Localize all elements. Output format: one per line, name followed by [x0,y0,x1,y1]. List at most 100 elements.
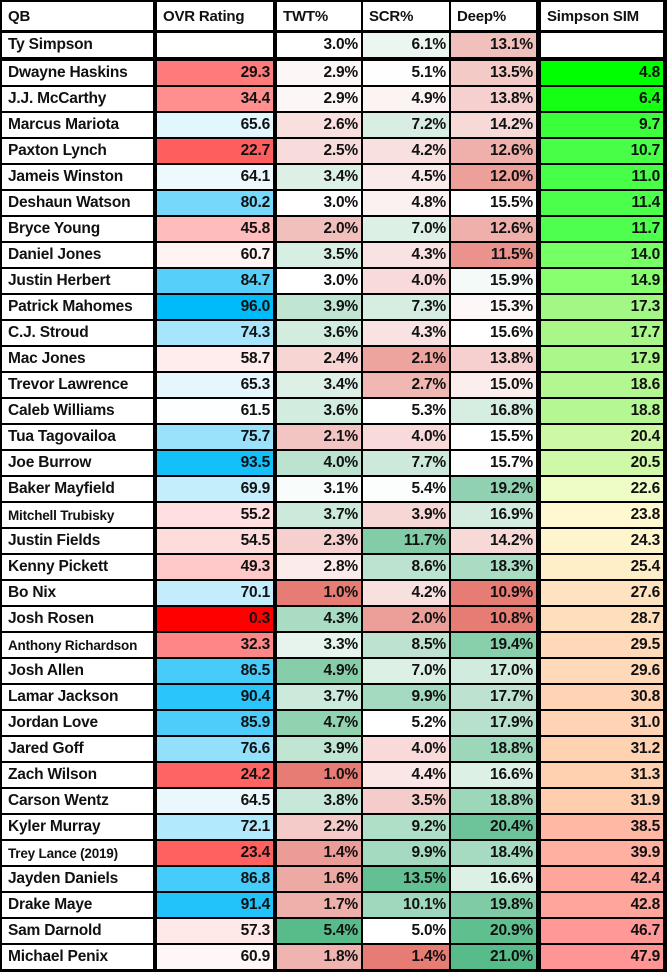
reference-ovr [157,33,273,57]
ovr-rating-cell: 96.0 [157,295,273,319]
ovr-rating-cell: 58.7 [157,347,273,371]
qb-name-cell: Lamar Jackson [2,685,153,709]
simpson-sim-cell: 31.3 [541,763,663,787]
twt-pct-cell: 2.2% [277,815,361,839]
table-row: Mac Jones 58.7 2.4% 2.1% 13.8% 17.9 [0,347,667,371]
table-row: Sam Darnold 57.3 5.4% 5.0% 20.9% 46.7 [0,919,667,943]
twt-pct-cell: 4.7% [277,711,361,735]
twt-pct-cell: 3.0% [277,269,361,293]
twt-pct-cell: 2.9% [277,87,361,111]
simpson-sim-cell: 24.3 [541,529,663,553]
qb-name-cell: Jared Goff [2,737,153,761]
simpson-sim-cell: 47.9 [541,945,663,969]
deep-pct-cell: 18.3% [451,555,536,579]
twt-pct-cell: 1.4% [277,841,361,865]
table-row: Justin Herbert 84.7 3.0% 4.0% 15.9% 14.9 [0,269,667,293]
twt-pct-cell: 3.4% [277,165,361,189]
ovr-rating-cell: 64.1 [157,165,273,189]
simpson-sim-cell: 11.4 [541,191,663,215]
twt-pct-cell: 2.4% [277,347,361,371]
twt-pct-cell: 3.0% [277,191,361,215]
header-twt-pct: TWT% [277,2,361,30]
simpson-sim-cell: 20.4 [541,425,663,449]
qb-name-cell: Carson Wentz [2,789,153,813]
qb-name-cell: Bo Nix [2,581,153,605]
deep-pct-cell: 17.7% [451,685,536,709]
deep-pct-cell: 10.8% [451,607,536,631]
scr-pct-cell: 9.9% [363,841,449,865]
twt-pct-cell: 2.8% [277,555,361,579]
deep-pct-cell: 18.4% [451,841,536,865]
twt-pct-cell: 2.0% [277,217,361,241]
deep-pct-cell: 15.6% [451,321,536,345]
table-row: Carson Wentz 64.5 3.8% 3.5% 18.8% 31.9 [0,789,667,813]
twt-pct-cell: 2.6% [277,113,361,137]
deep-pct-cell: 17.9% [451,711,536,735]
ovr-rating-cell: 22.7 [157,139,273,163]
twt-pct-cell: 3.4% [277,373,361,397]
qb-name-cell: Trey Lance (2019) [2,841,153,865]
qb-name-cell: Josh Rosen [2,607,153,631]
simpson-sim-cell: 39.9 [541,841,663,865]
table-row: Lamar Jackson 90.4 3.7% 9.9% 17.7% 30.8 [0,685,667,709]
simpson-sim-cell: 17.3 [541,295,663,319]
ovr-rating-cell: 64.5 [157,789,273,813]
ovr-rating-cell: 34.4 [157,87,273,111]
qb-name-cell: Mac Jones [2,347,153,371]
ovr-rating-cell: 60.9 [157,945,273,969]
qb-name-cell: Justin Herbert [2,269,153,293]
ovr-rating-cell: 57.3 [157,919,273,943]
ovr-rating-cell: 23.4 [157,841,273,865]
scr-pct-cell: 3.9% [363,503,449,527]
qb-name-cell: Patrick Mahomes [2,295,153,319]
scr-pct-cell: 2.0% [363,607,449,631]
ovr-rating-cell: 60.7 [157,243,273,267]
simpson-sim-cell: 17.9 [541,347,663,371]
table-row: Jameis Winston 64.1 3.4% 4.5% 12.0% 11.0 [0,165,667,189]
deep-pct-cell: 20.9% [451,919,536,943]
ovr-rating-cell: 84.7 [157,269,273,293]
qb-name-cell: Dwayne Haskins [2,61,153,85]
table-row: Daniel Jones 60.7 3.5% 4.3% 11.5% 14.0 [0,243,667,267]
twt-pct-cell: 2.5% [277,139,361,163]
table-row: Trevor Lawrence 65.3 3.4% 2.7% 15.0% 18.6 [0,373,667,397]
deep-pct-cell: 13.8% [451,347,536,371]
qb-name-cell: Anthony Richardson [2,633,153,657]
deep-pct-cell: 19.4% [451,633,536,657]
ovr-rating-cell: 74.3 [157,321,273,345]
qb-name-cell: Joe Burrow [2,451,153,475]
simpson-sim-cell: 42.8 [541,893,663,917]
header-qb: QB [2,2,153,30]
twt-pct-cell: 4.3% [277,607,361,631]
scr-pct-cell: 5.0% [363,919,449,943]
twt-pct-cell: 1.6% [277,867,361,891]
qb-name-cell: Jameis Winston [2,165,153,189]
deep-pct-cell: 13.8% [451,87,536,111]
scr-pct-cell: 4.3% [363,243,449,267]
ovr-rating-cell: 70.1 [157,581,273,605]
simpson-sim-cell: 31.2 [541,737,663,761]
ovr-rating-cell: 0.3 [157,607,273,631]
reference-qb-name: Ty Simpson [2,33,153,57]
deep-pct-cell: 12.6% [451,217,536,241]
scr-pct-cell: 8.6% [363,555,449,579]
scr-pct-cell: 4.2% [363,581,449,605]
deep-pct-cell: 12.0% [451,165,536,189]
simpson-sim-cell: 31.0 [541,711,663,735]
scr-pct-cell: 7.7% [363,451,449,475]
twt-pct-cell: 1.0% [277,581,361,605]
qb-name-cell: Tua Tagovailoa [2,425,153,449]
deep-pct-cell: 19.8% [451,893,536,917]
simpson-sim-cell: 29.6 [541,659,663,683]
ovr-rating-cell: 61.5 [157,399,273,423]
deep-pct-cell: 17.0% [451,659,536,683]
twt-pct-cell: 1.7% [277,893,361,917]
ovr-rating-cell: 90.4 [157,685,273,709]
scr-pct-cell: 9.2% [363,815,449,839]
ovr-rating-cell: 65.6 [157,113,273,137]
deep-pct-cell: 14.2% [451,529,536,553]
ovr-rating-cell: 86.8 [157,867,273,891]
qb-name-cell: Deshaun Watson [2,191,153,215]
twt-pct-cell: 2.3% [277,529,361,553]
ovr-rating-cell: 75.7 [157,425,273,449]
